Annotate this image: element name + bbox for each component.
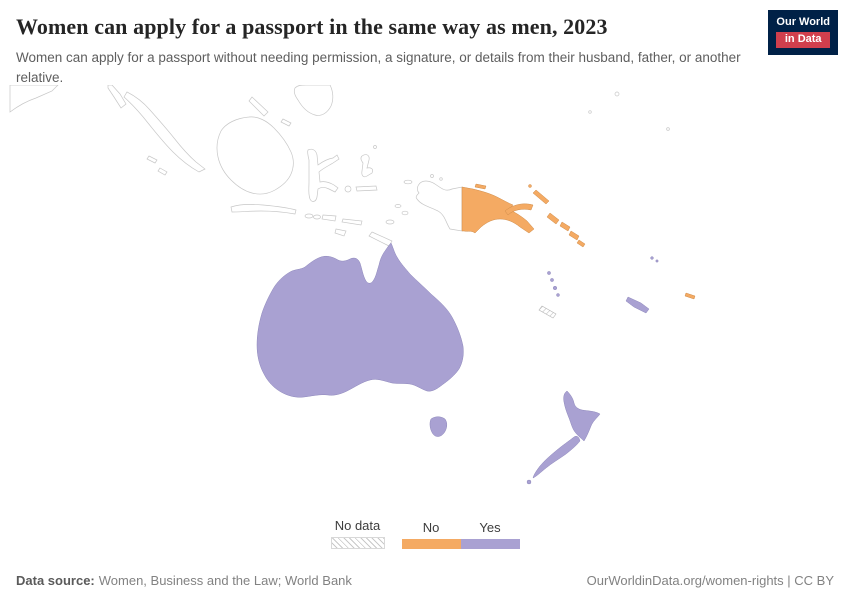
page-title: Women can apply for a passport in the sa… <box>16 14 608 39</box>
legend-swatch-no[interactable] <box>401 539 461 549</box>
legend-label-no-data: No data <box>334 518 381 533</box>
country-png-new-britain[interactable] <box>504 203 534 216</box>
context-aru-islands <box>401 210 409 216</box>
territory-new-caledonia[interactable] <box>538 305 557 319</box>
country-png-bougainville[interactable] <box>546 212 560 225</box>
country-vanuatu-1[interactable] <box>547 271 551 275</box>
context-mentawai-islands <box>146 155 158 164</box>
context-sulu-islands <box>280 118 292 127</box>
country-samoa-1[interactable] <box>650 256 654 260</box>
owid-logo-line2: in Data <box>776 31 830 48</box>
context-timor <box>368 231 393 247</box>
legend-label-yes: Yes <box>479 520 501 535</box>
country-vanuatu-4[interactable] <box>556 293 560 297</box>
context-micronesia-island-1 <box>614 91 620 97</box>
context-borneo <box>216 116 294 195</box>
context-tanimbar <box>385 219 395 225</box>
country-australia-tasmania[interactable] <box>429 416 448 437</box>
context-sumatra <box>123 91 206 173</box>
country-vanuatu-3[interactable] <box>552 285 558 291</box>
country-fiji[interactable] <box>625 296 650 314</box>
country-samoa-2[interactable] <box>655 259 659 263</box>
country-solomon-islands-1[interactable] <box>559 221 571 232</box>
oceania-map[interactable] <box>0 85 850 520</box>
owid-logo-line1: Our World <box>776 16 830 28</box>
legend-item-yes: Yes <box>460 520 520 549</box>
legend-item-no-data: No data <box>330 518 385 549</box>
country-solomon-islands-2[interactable] <box>568 230 580 241</box>
context-lombok <box>313 214 321 220</box>
context-kai-islands <box>394 204 402 208</box>
legend-label-no: No <box>422 520 440 535</box>
data-source: Data source: Women, Business and the Law;… <box>16 573 352 588</box>
legend-swatch-yes[interactable] <box>460 539 520 549</box>
context-palawan <box>248 96 269 117</box>
country-png-new-hanover[interactable] <box>528 184 532 188</box>
country-solomon-islands-3[interactable] <box>576 239 586 248</box>
context-mindanao <box>293 85 334 116</box>
context-malay-peninsula <box>107 85 127 109</box>
legend-color-bar: No Yes <box>401 520 520 549</box>
context-micronesia-island-2 <box>588 110 592 114</box>
context-waigeo <box>403 179 413 185</box>
country-png-manus[interactable] <box>474 183 487 190</box>
country-tonga[interactable] <box>684 292 696 300</box>
context-buru <box>344 185 352 193</box>
context-halmahera <box>360 154 373 178</box>
context-palau <box>373 145 377 149</box>
footer-license-link[interactable]: OurWorldinData.org/women-rights | CC BY <box>586 573 834 588</box>
context-flores <box>341 218 363 226</box>
context-yapen <box>439 177 443 181</box>
country-australia[interactable] <box>256 242 464 398</box>
context-sumba <box>334 228 347 237</box>
context-sumbawa <box>321 214 337 222</box>
context-mainland-asia <box>9 85 59 113</box>
context-micronesia-island-3 <box>666 127 670 131</box>
footer: Data source: Women, Business and the Law;… <box>16 573 834 588</box>
owid-logo[interactable]: Our World in Data <box>768 10 838 55</box>
country-new-zealand-stewart-island[interactable] <box>526 479 532 485</box>
legend-item-no: No <box>401 520 461 549</box>
context-seram <box>355 185 378 192</box>
map-container <box>0 85 850 520</box>
header: Women can apply for a passport in the sa… <box>0 0 850 87</box>
country-papua-new-guinea[interactable] <box>461 186 535 234</box>
page-subtitle: Women can apply for a passport without n… <box>16 50 741 85</box>
country-png-new-ireland[interactable] <box>532 189 550 205</box>
context-nias-island <box>157 167 168 176</box>
context-sulawesi <box>307 148 340 202</box>
data-source-text: Women, Business and the Law; World Bank <box>98 573 352 588</box>
country-new-zealand-south-island[interactable] <box>532 435 581 479</box>
country-vanuatu-2[interactable] <box>550 278 554 282</box>
context-biak <box>430 174 434 178</box>
context-bali <box>304 213 314 219</box>
context-java <box>230 204 297 215</box>
context-west-papua <box>415 180 463 232</box>
legend-swatch-no-data[interactable] <box>330 537 385 549</box>
data-source-label: Data source: <box>16 573 95 588</box>
map-legend: No data No Yes <box>0 518 850 549</box>
country-new-zealand-north-island[interactable] <box>563 390 601 442</box>
